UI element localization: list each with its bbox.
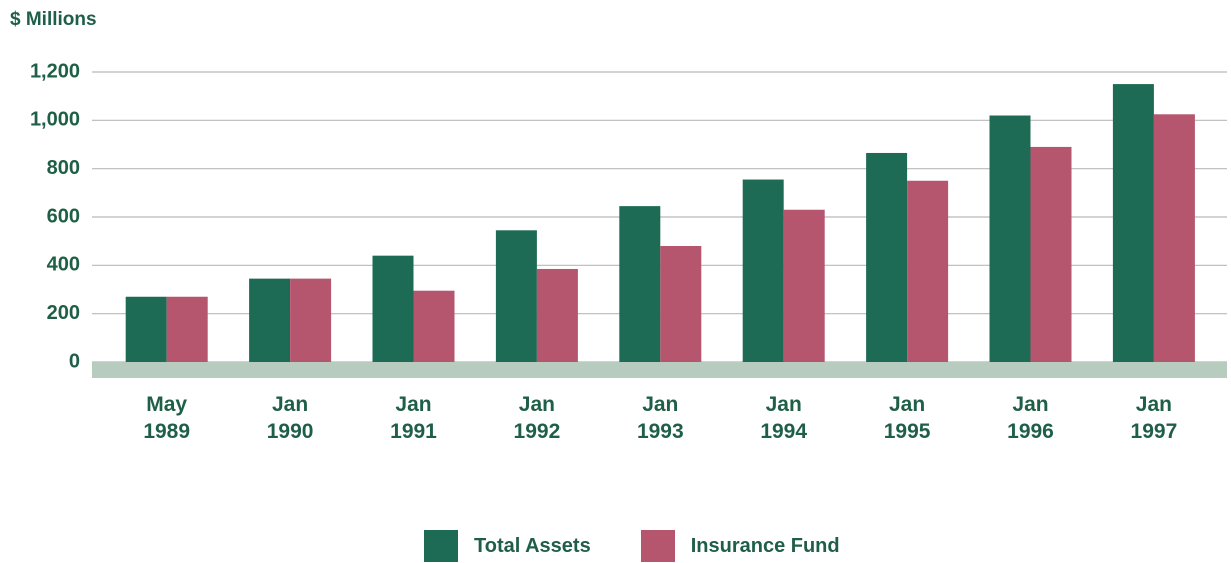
x-tick-label: Jan 1996 [1007, 393, 1054, 443]
y-tick-label: 600 [47, 205, 80, 227]
bar [907, 180, 949, 362]
ground-band [92, 362, 1227, 378]
x-tick-label: May 1989 [143, 393, 191, 443]
y-tick-label: 0 [69, 350, 80, 372]
x-tick-label: Jan 1995 [883, 393, 931, 443]
bar [1030, 146, 1072, 362]
bar [125, 296, 167, 362]
legend-label: Insurance Fund [690, 534, 840, 557]
bar [660, 246, 702, 362]
legend-label: Total Assets [474, 534, 591, 557]
x-tick-label: Jan 1991 [390, 393, 437, 443]
legend-swatch [424, 530, 458, 562]
bar [372, 255, 414, 362]
bar [1112, 84, 1154, 362]
y-tick-label: 1,000 [30, 109, 80, 131]
bar [290, 278, 332, 362]
bar [989, 115, 1031, 362]
legend: Total Assets Insurance Fund [424, 530, 890, 562]
y-tick-label: 400 [47, 254, 80, 276]
legend-swatch [640, 530, 675, 562]
bar [536, 268, 578, 362]
bar [249, 278, 291, 362]
y-tick-label: 200 [47, 302, 80, 324]
y-tick-label: 800 [47, 157, 80, 179]
x-tick-label: Jan 1990 [266, 393, 314, 443]
x-tick-label: Jan 1992 [513, 393, 561, 443]
bar [866, 152, 908, 362]
x-tick-label: Jan 1994 [760, 393, 808, 443]
x-tick-label: Jan 1997 [1130, 393, 1178, 443]
y-axis-label: $ Millions [10, 9, 97, 30]
bar [619, 206, 661, 362]
bar [166, 296, 208, 362]
bar [742, 179, 784, 362]
x-tick-label: Jan 1993 [636, 393, 684, 443]
bar [783, 209, 825, 362]
y-tick-label: 1,200 [30, 60, 80, 82]
bar [495, 230, 537, 362]
bar [413, 290, 455, 362]
bar [1153, 114, 1195, 363]
